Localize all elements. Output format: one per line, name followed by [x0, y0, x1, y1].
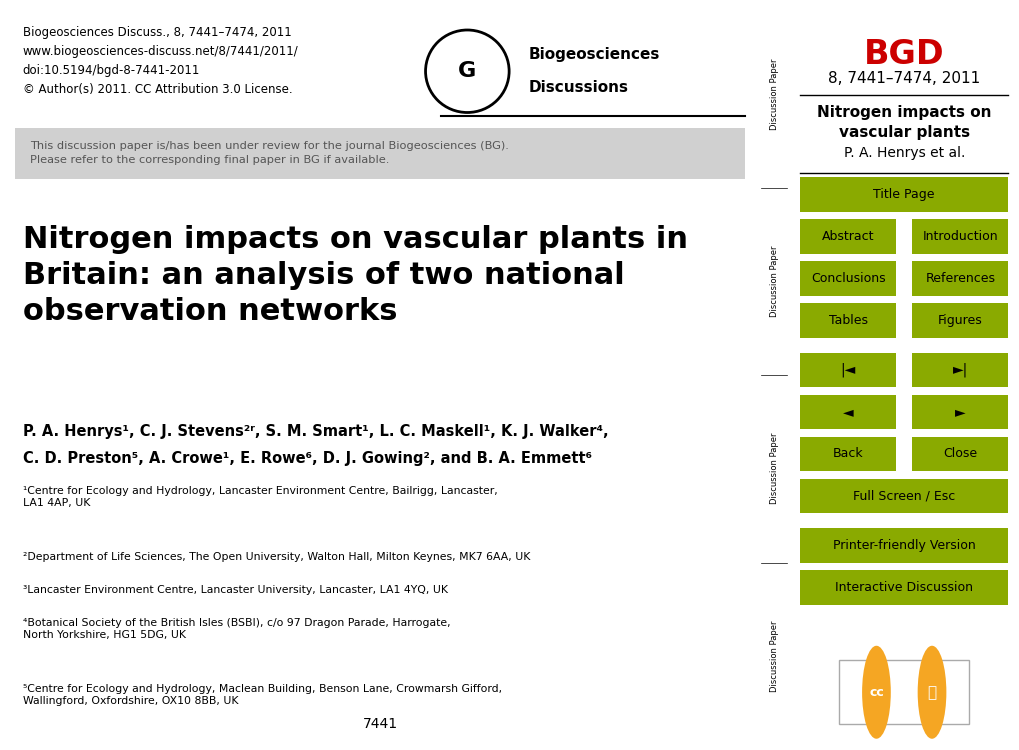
- Text: Nitrogen impacts on vascular plants in
Britain: an analysis of two national
obse: Nitrogen impacts on vascular plants in B…: [22, 225, 687, 326]
- FancyBboxPatch shape: [799, 394, 896, 429]
- Text: BGD: BGD: [863, 38, 944, 70]
- Text: This discussion paper is/has been under review for the journal Biogeosciences (B: This discussion paper is/has been under …: [31, 140, 508, 166]
- Text: Full Screen / Esc: Full Screen / Esc: [852, 489, 955, 502]
- Text: Figures: Figures: [937, 314, 981, 327]
- Text: Discussion Paper: Discussion Paper: [769, 620, 777, 692]
- Text: cc: cc: [868, 686, 882, 699]
- FancyBboxPatch shape: [799, 177, 1008, 212]
- Text: Conclusions: Conclusions: [810, 272, 884, 285]
- Circle shape: [861, 646, 890, 739]
- Text: Introduction: Introduction: [921, 230, 998, 243]
- Text: ►|: ►|: [952, 362, 967, 377]
- FancyBboxPatch shape: [911, 219, 1008, 254]
- FancyBboxPatch shape: [911, 352, 1008, 387]
- Text: Discussion Paper: Discussion Paper: [769, 433, 777, 505]
- Text: P. A. Henrys et al.: P. A. Henrys et al.: [843, 146, 964, 160]
- Circle shape: [917, 646, 946, 739]
- FancyBboxPatch shape: [799, 261, 896, 296]
- Text: ²Department of Life Sciences, The Open University, Walton Hall, Milton Keynes, M: ²Department of Life Sciences, The Open U…: [22, 552, 530, 562]
- Text: Discussion Paper: Discussion Paper: [769, 245, 777, 317]
- FancyBboxPatch shape: [799, 352, 896, 387]
- Text: |◄: |◄: [840, 362, 855, 377]
- FancyBboxPatch shape: [911, 436, 1008, 471]
- Text: Back: Back: [832, 447, 862, 460]
- Text: Interactive Discussion: Interactive Discussion: [835, 580, 972, 594]
- Text: ¹Centre for Ecology and Hydrology, Lancaster Environment Centre, Bailrigg, Lanca: ¹Centre for Ecology and Hydrology, Lanca…: [22, 486, 497, 508]
- Text: Discussion Paper: Discussion Paper: [769, 58, 777, 130]
- Text: Close: Close: [943, 447, 976, 460]
- Text: C. D. Preston⁵, A. Crowe¹, E. Rowe⁶, D. J. Gowing², and B. A. Emmett⁶: C. D. Preston⁵, A. Crowe¹, E. Rowe⁶, D. …: [22, 452, 591, 466]
- Text: Title Page: Title Page: [872, 188, 934, 201]
- Text: References: References: [924, 272, 995, 285]
- FancyBboxPatch shape: [799, 303, 896, 338]
- FancyBboxPatch shape: [911, 303, 1008, 338]
- FancyBboxPatch shape: [799, 570, 1008, 604]
- Text: ◄: ◄: [842, 405, 853, 418]
- Text: ►: ►: [954, 405, 965, 418]
- FancyBboxPatch shape: [911, 261, 1008, 296]
- Text: Printer-friendly Version: Printer-friendly Version: [833, 538, 974, 552]
- Text: 7441: 7441: [362, 717, 397, 731]
- FancyBboxPatch shape: [799, 219, 896, 254]
- FancyBboxPatch shape: [839, 660, 968, 724]
- FancyBboxPatch shape: [799, 436, 896, 471]
- Text: Discussions: Discussions: [528, 80, 628, 95]
- Text: 8, 7441–7474, 2011: 8, 7441–7474, 2011: [827, 71, 979, 86]
- Text: ⓘ: ⓘ: [926, 685, 935, 700]
- FancyBboxPatch shape: [799, 528, 1008, 562]
- Text: ³Lancaster Environment Centre, Lancaster University, Lancaster, LA1 4YQ, UK: ³Lancaster Environment Centre, Lancaster…: [22, 585, 447, 595]
- FancyBboxPatch shape: [799, 478, 1008, 513]
- Text: Tables: Tables: [827, 314, 867, 327]
- Text: Biogeosciences Discuss., 8, 7441–7474, 2011
www.biogeosciences-discuss.net/8/744: Biogeosciences Discuss., 8, 7441–7474, 2…: [22, 26, 299, 96]
- Text: ⁵Centre for Ecology and Hydrology, Maclean Building, Benson Lane, Crowmarsh Giff: ⁵Centre for Ecology and Hydrology, Macle…: [22, 684, 501, 706]
- Text: G: G: [458, 62, 476, 81]
- FancyBboxPatch shape: [15, 128, 744, 178]
- Text: ⁴Botanical Society of the British Isles (BSBI), c/o 97 Dragon Parade, Harrogate,: ⁴Botanical Society of the British Isles …: [22, 618, 450, 640]
- Text: Biogeosciences: Biogeosciences: [528, 47, 659, 62]
- Text: Nitrogen impacts on
vascular plants: Nitrogen impacts on vascular plants: [816, 105, 990, 140]
- Text: P. A. Henrys¹, C. J. Stevens²ʳ, S. M. Smart¹, L. C. Maskell¹, K. J. Walker⁴,: P. A. Henrys¹, C. J. Stevens²ʳ, S. M. Sm…: [22, 424, 607, 439]
- Text: Abstract: Abstract: [821, 230, 873, 243]
- FancyBboxPatch shape: [911, 394, 1008, 429]
